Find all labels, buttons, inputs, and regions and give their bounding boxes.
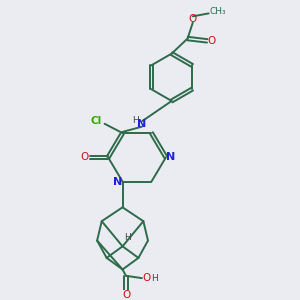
Text: O: O (207, 36, 216, 46)
Text: H: H (132, 116, 139, 125)
Text: Cl: Cl (91, 116, 102, 127)
Text: O: O (189, 14, 197, 24)
Text: H: H (124, 233, 131, 242)
Text: N: N (166, 152, 175, 162)
Text: H: H (151, 274, 158, 283)
Text: CH₃: CH₃ (210, 8, 226, 16)
Text: N: N (113, 177, 122, 187)
Text: N: N (137, 119, 146, 129)
Text: O: O (81, 152, 89, 162)
Text: O: O (142, 273, 150, 283)
Text: O: O (122, 290, 130, 300)
